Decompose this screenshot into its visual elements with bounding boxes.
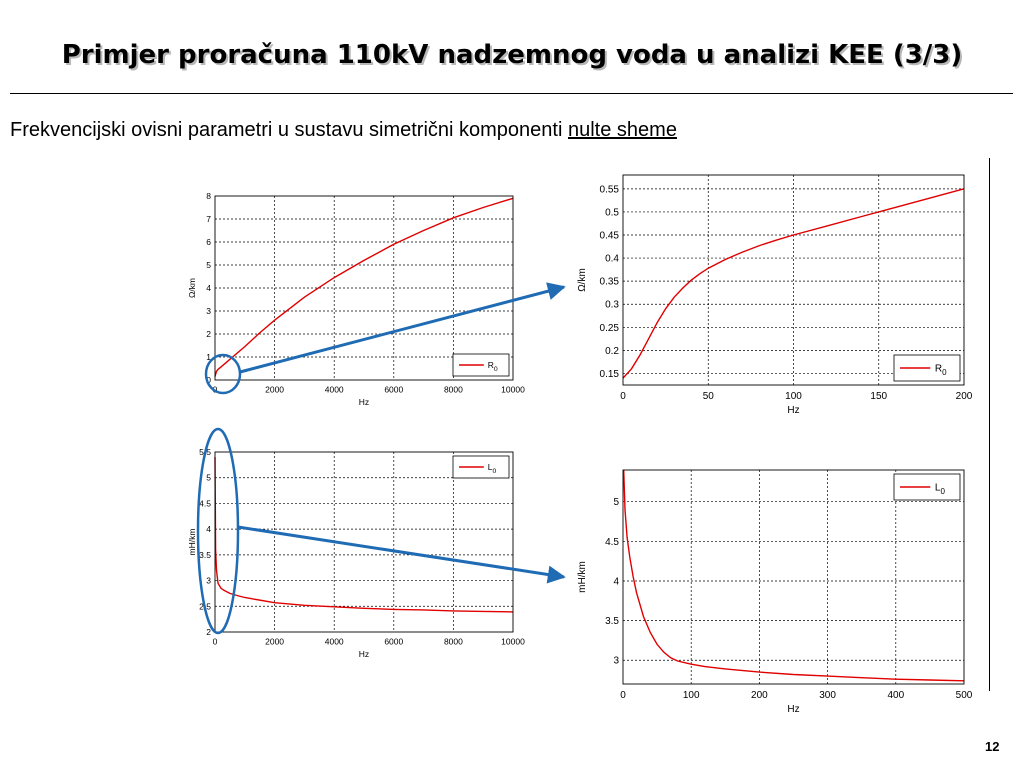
x-tick-label: 4000 bbox=[325, 637, 344, 647]
chart-layer: 0 2000 4000 6000 8000 10000012345678HzΩ/kmR00… bbox=[187, 174, 973, 715]
axes-frame bbox=[214, 451, 514, 633]
y-axis-label: Ω/km bbox=[187, 278, 197, 298]
page-number: 12 bbox=[985, 739, 1000, 754]
series-line-L0 bbox=[623, 469, 965, 682]
y-axis-label: mH/km bbox=[187, 529, 197, 556]
x-tick-label: 6000 bbox=[384, 385, 403, 395]
y-tick-label: 5 bbox=[206, 260, 211, 270]
plot-area bbox=[623, 470, 964, 684]
y-tick-label: 4 bbox=[206, 283, 211, 293]
legend-subscript: 0 bbox=[494, 366, 498, 373]
title-divider bbox=[10, 93, 1013, 94]
x-axis-label: Hz bbox=[359, 397, 369, 407]
slide-title: Primjer proračuna 110kV nadzemnog voda u… bbox=[61, 40, 963, 70]
y-tick-label: 4 bbox=[613, 576, 619, 587]
y-tick-label: 3.5 bbox=[199, 550, 211, 560]
y-tick-label: 8 bbox=[206, 191, 211, 201]
y-tick-label: 1 bbox=[206, 352, 211, 362]
series-line-L0 bbox=[214, 457, 514, 613]
axes-frame bbox=[214, 195, 514, 381]
x-tick-label: 150 bbox=[870, 391, 887, 402]
highlight-ellipse-l0 bbox=[196, 427, 240, 635]
y-tick-label: 0.25 bbox=[600, 323, 620, 334]
y-tick-label: 2 bbox=[206, 329, 211, 339]
y-tick-label: 0.55 bbox=[600, 184, 620, 195]
x-tick-label: 8000 bbox=[444, 385, 463, 395]
x-tick-label: 0 bbox=[620, 391, 626, 402]
legend-label: L0 bbox=[488, 462, 497, 475]
y-tick-label: 0.3 bbox=[605, 300, 619, 311]
legend-label: L0 bbox=[935, 483, 946, 497]
y-tick-label: 4 bbox=[206, 524, 211, 534]
x-tick-label: 100 bbox=[785, 391, 802, 402]
axes-frame bbox=[622, 469, 965, 685]
x-tick-label: 0 bbox=[620, 690, 626, 701]
legend-subscript: 0 bbox=[942, 368, 947, 377]
legend: R0 bbox=[893, 354, 961, 382]
y-tick-label: 3 bbox=[206, 306, 211, 316]
x-tick-label: 200 bbox=[751, 690, 768, 701]
y-tick-label: 3 bbox=[206, 576, 211, 586]
series-line-R0 bbox=[214, 197, 514, 377]
y-tick-label: 0.5 bbox=[605, 207, 619, 218]
chart-r0-full: 0 2000 4000 6000 8000 10000 0 1 2 3 4 5 6 7 8 Hz Ω/km R0 bbox=[187, 191, 525, 407]
highlight-ellipse-r0 bbox=[204, 353, 242, 395]
x-tick-label: 2000 bbox=[265, 637, 284, 647]
y-tick-label: 2 bbox=[206, 627, 211, 637]
y-tick-label: 3.5 bbox=[605, 616, 619, 627]
y-tick-label: 0.15 bbox=[600, 369, 620, 380]
x-tick-label: 50 bbox=[703, 391, 715, 402]
x-axis-label: Hz bbox=[787, 405, 799, 416]
y-tick-label: 5 bbox=[206, 473, 211, 483]
y-axis-label: Ω/km bbox=[577, 268, 588, 292]
y-tick-label: 0.45 bbox=[600, 231, 620, 242]
x-tick-label: 300 bbox=[819, 690, 836, 701]
chart-l0-zoom: 0 100 200 300 400 500 3 3.5 4 4.5 5 Hz mH/km L0 bbox=[577, 469, 973, 715]
y-tick-label: 7 bbox=[206, 214, 211, 224]
x-tick-label: 200 bbox=[956, 391, 973, 402]
subtitle-text: Frekvencijski ovisni parametri u sustavu… bbox=[10, 119, 568, 141]
right-divider bbox=[989, 158, 990, 691]
x-tick-label: 0 bbox=[213, 637, 218, 647]
chart-l0-full: 0 2000 4000 6000 8000 1000022.533.544.555.5Hz… bbox=[187, 447, 525, 659]
x-tick-label: 10000 bbox=[501, 637, 525, 647]
y-tick-label: 0 bbox=[206, 375, 211, 385]
x-tick-label: 400 bbox=[887, 690, 904, 701]
legend: R0 bbox=[452, 353, 510, 377]
y-tick-label: 5 bbox=[613, 497, 619, 508]
x-axis-label: Hz bbox=[787, 704, 799, 715]
y-tick-label: 0.2 bbox=[605, 346, 619, 357]
series-line-R0 bbox=[622, 188, 965, 379]
x-tick-label: 10000 bbox=[501, 385, 525, 395]
y-tick-label: 4.5 bbox=[199, 498, 211, 508]
x-tick-label: 4000 bbox=[325, 385, 344, 395]
x-axis-label: Hz bbox=[359, 649, 369, 659]
y-tick-label: 4.5 bbox=[605, 537, 619, 548]
arrow-r0-zoom bbox=[239, 282, 566, 374]
axes-frame bbox=[622, 174, 965, 386]
plot-area bbox=[215, 452, 513, 632]
y-tick-label: 0.35 bbox=[600, 277, 620, 288]
x-tick-label: 2000 bbox=[265, 385, 284, 395]
x-tick-label: 500 bbox=[956, 690, 973, 701]
legend-subscript: 0 bbox=[492, 468, 496, 475]
x-tick-label: 100 bbox=[683, 690, 700, 701]
x-tick-label: 6000 bbox=[384, 637, 403, 647]
y-tick-label: 6 bbox=[206, 237, 211, 247]
arrow-l0-zoom bbox=[237, 525, 566, 584]
y-tick-label: 0.4 bbox=[605, 254, 619, 265]
legend: L0 bbox=[452, 455, 510, 479]
slide-subtitle: Frekvencijski ovisni parametri u sustavu… bbox=[10, 119, 677, 142]
legend-subscript: 0 bbox=[940, 487, 945, 496]
y-axis-label: mH/km bbox=[577, 561, 588, 593]
legend: L0 bbox=[893, 473, 961, 501]
y-tick-label: 3 bbox=[613, 656, 619, 667]
legend-label: R0 bbox=[488, 360, 498, 373]
annotation-layer bbox=[196, 282, 566, 635]
chart-r0-zoom: 0 50 100 150 200 0.15 0.2 0.25 0.3 0.35 0.4 0.45 0.5… bbox=[577, 174, 973, 416]
subtitle-underlined-text: nulte sheme bbox=[567, 119, 677, 141]
x-tick-label: 8000 bbox=[444, 637, 463, 647]
